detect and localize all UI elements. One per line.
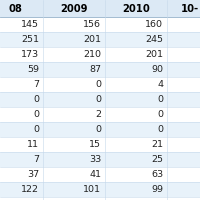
Text: 201: 201 xyxy=(83,35,101,44)
Text: 160: 160 xyxy=(145,20,163,29)
Text: 0: 0 xyxy=(157,95,163,104)
Text: 15: 15 xyxy=(89,140,101,149)
Text: 2009: 2009 xyxy=(60,3,88,14)
Text: 210: 210 xyxy=(83,50,101,59)
Text: 0: 0 xyxy=(95,125,101,134)
Text: 4: 4 xyxy=(157,80,163,89)
Bar xyxy=(0,47,200,62)
Text: 63: 63 xyxy=(151,170,163,179)
Bar xyxy=(0,107,200,122)
Text: 7: 7 xyxy=(33,80,39,89)
Text: 101: 101 xyxy=(83,185,101,194)
Bar xyxy=(0,32,200,47)
Text: 0: 0 xyxy=(157,110,163,119)
Text: 21: 21 xyxy=(151,140,163,149)
Text: 59: 59 xyxy=(27,65,39,74)
Text: 08: 08 xyxy=(9,3,22,14)
Text: 33: 33 xyxy=(89,155,101,164)
Text: 2: 2 xyxy=(95,110,101,119)
Text: 90: 90 xyxy=(151,65,163,74)
Text: 2010: 2010 xyxy=(122,3,150,14)
Text: 37: 37 xyxy=(27,170,39,179)
Bar xyxy=(0,77,200,92)
Text: 0: 0 xyxy=(95,80,101,89)
Bar xyxy=(0,17,200,32)
Text: 122: 122 xyxy=(21,185,39,194)
Text: 0: 0 xyxy=(95,95,101,104)
Text: 0: 0 xyxy=(33,95,39,104)
Text: 145: 145 xyxy=(21,20,39,29)
Text: 251: 251 xyxy=(21,35,39,44)
Text: 0: 0 xyxy=(157,125,163,134)
Bar xyxy=(0,62,200,77)
Text: 156: 156 xyxy=(83,20,101,29)
Bar xyxy=(0,92,200,107)
Bar xyxy=(0,167,200,182)
Text: 11: 11 xyxy=(27,140,39,149)
Text: 0: 0 xyxy=(33,110,39,119)
Text: 25: 25 xyxy=(151,155,163,164)
Bar xyxy=(0,0,200,17)
Text: 41: 41 xyxy=(89,170,101,179)
Bar xyxy=(0,137,200,152)
Text: 173: 173 xyxy=(21,50,39,59)
Text: 245: 245 xyxy=(145,35,163,44)
Bar xyxy=(0,152,200,167)
Text: 10-: 10- xyxy=(180,3,199,14)
Text: 87: 87 xyxy=(89,65,101,74)
Text: 99: 99 xyxy=(151,185,163,194)
Text: 0: 0 xyxy=(33,125,39,134)
Text: 7: 7 xyxy=(33,155,39,164)
Bar xyxy=(0,182,200,197)
Bar xyxy=(0,122,200,137)
Text: 201: 201 xyxy=(145,50,163,59)
